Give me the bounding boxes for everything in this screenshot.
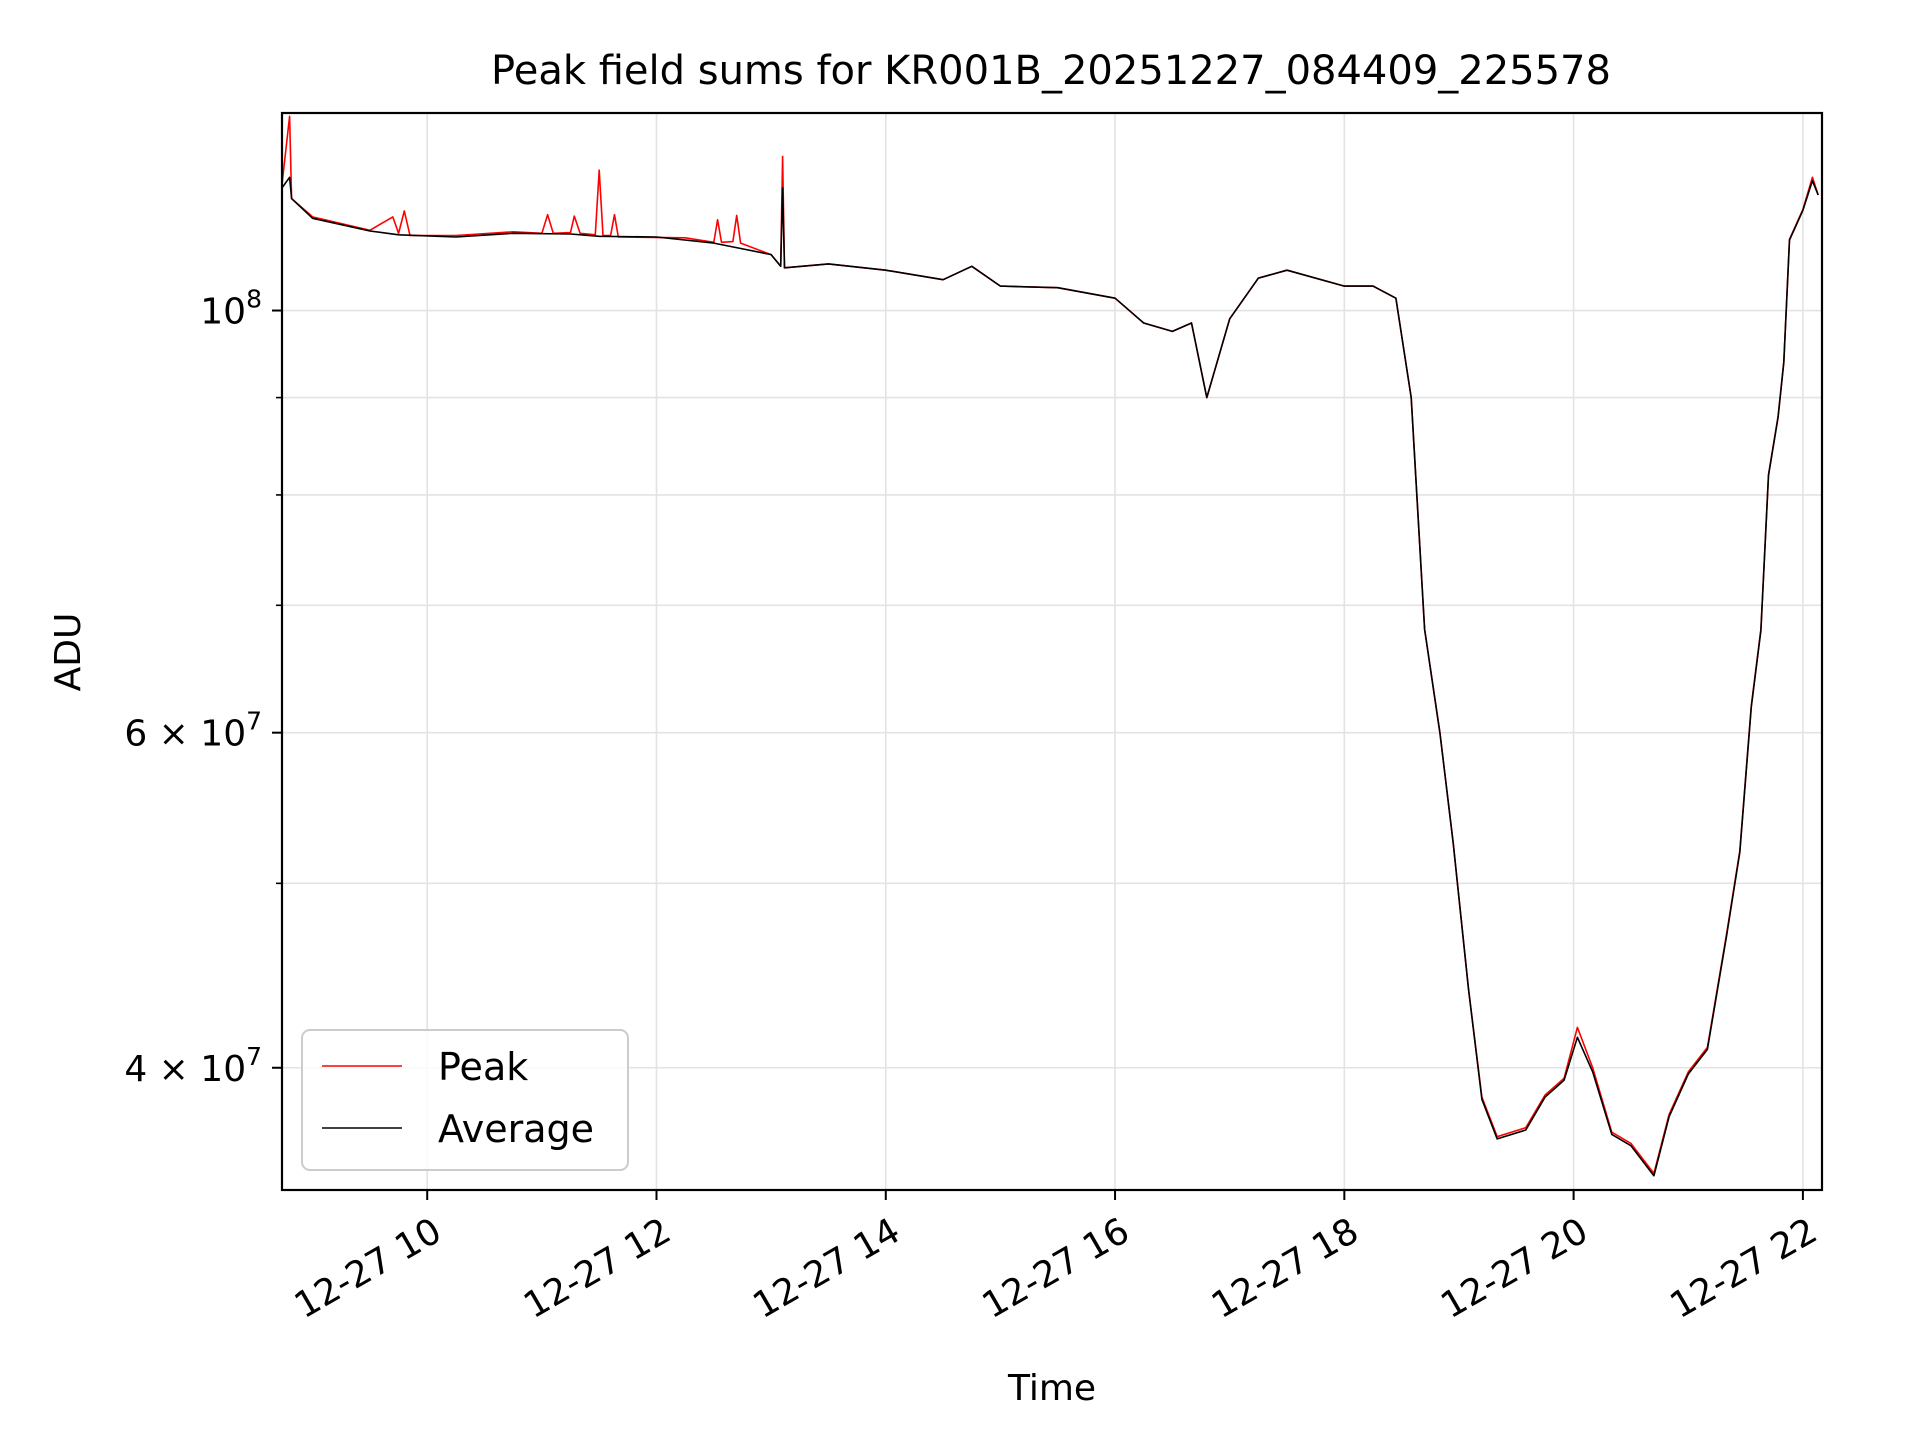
y-axis-label: ADU bbox=[48, 613, 89, 692]
y-tick-label-base: 10 bbox=[200, 292, 246, 333]
x-axis-label: Time bbox=[1007, 1368, 1096, 1409]
grid-lines bbox=[282, 113, 1822, 1190]
y-tick-label-exponent: 8 bbox=[246, 285, 262, 314]
y-tick-label-base: 6 × 10 bbox=[124, 714, 246, 755]
plot-frame bbox=[280, 111, 1824, 1192]
y-tick-label-exponent: 7 bbox=[246, 707, 262, 736]
legend-label-average: Average bbox=[438, 1107, 594, 1151]
chart-title: Peak field sums for KR001B_20251227_0844… bbox=[491, 48, 1611, 94]
y-tick-label: 108 bbox=[200, 285, 262, 333]
legend: Peak Average bbox=[301, 1029, 629, 1171]
series-lines bbox=[281, 115, 1819, 1177]
series-line-average bbox=[281, 176, 1819, 1177]
y-tick-label-exponent: 7 bbox=[246, 1042, 262, 1071]
legend-box bbox=[301, 1029, 629, 1171]
y-tick-label-base: 4 × 10 bbox=[124, 1049, 246, 1090]
y-tick-label: 4 × 107 bbox=[124, 1042, 262, 1090]
y-tick-label: 6 × 107 bbox=[124, 707, 262, 755]
legend-label-peak: Peak bbox=[438, 1045, 528, 1089]
